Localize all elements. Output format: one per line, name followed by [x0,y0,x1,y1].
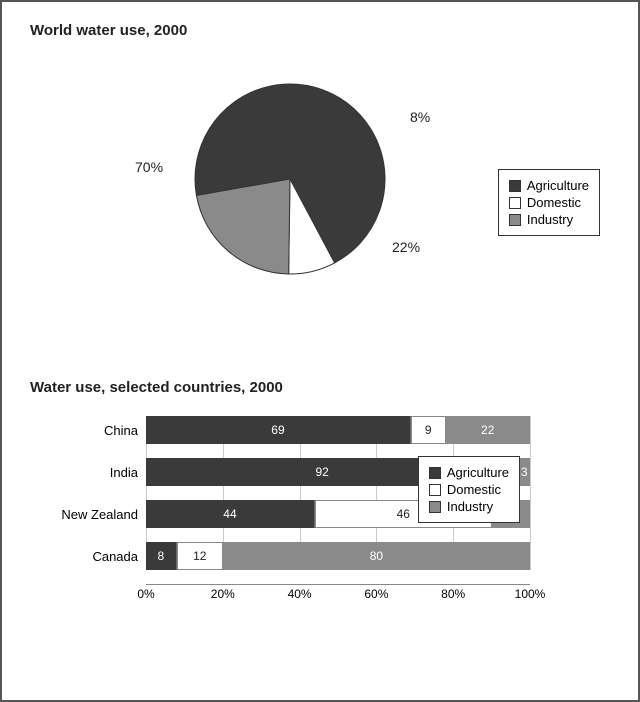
bar-segment: 9 [411,416,446,444]
legend-swatch [509,180,521,192]
bar-row-label: China [50,423,146,438]
legend-swatch [429,501,441,513]
bar-segment: 22 [446,416,530,444]
axis-tick: 0% [137,587,154,601]
legend-item: Industry [429,499,509,514]
bar-chart: Agriculture Domestic Industry China69922 In… [50,416,530,608]
chart-container: World water use, 2000 70% 8% 22% Agricul… [0,0,640,702]
pie-section: 70% 8% 22% Agriculture Domestic Industry [30,59,610,339]
pie-label-agriculture: 70% [135,159,163,175]
bar-legend: Agriculture Domestic Industry [418,456,520,523]
bar-segment: 69 [146,416,411,444]
axis-tick: 40% [288,587,312,601]
legend-label: Agriculture [527,178,589,193]
pie-slice [196,179,290,274]
legend-item: Industry [509,212,589,227]
legend-swatch [429,484,441,496]
legend-item: Domestic [509,195,589,210]
legend-label: Domestic [527,195,581,210]
pie-label-domestic: 8% [410,109,430,125]
bar-segment: 3 [518,458,530,486]
legend-label: Industry [447,499,493,514]
pie-label-industry: 22% [392,239,420,255]
bar-x-axis: 0%20%40%60%80%100% [146,584,530,608]
legend-label: Domestic [447,482,501,497]
bar-row: Canada81280 [50,542,530,570]
legend-label: Agriculture [447,465,509,480]
bar-row: China69922 [50,416,530,444]
axis-tick: 100% [515,587,546,601]
axis-tick: 60% [364,587,388,601]
bar-segment: 80 [223,542,530,570]
bar-title: Water use, selected countries, 2000 [30,379,610,396]
bar-row-label: New Zealand [50,507,146,522]
legend-label: Industry [527,212,573,227]
bar-segment: 44 [146,500,315,528]
legend-swatch [429,467,441,479]
legend-item: Domestic [429,482,509,497]
bar-track: 81280 [146,542,530,570]
bar-segment: 12 [177,542,223,570]
axis-tick: 80% [441,587,465,601]
legend-item: Agriculture [429,465,509,480]
legend-swatch [509,197,521,209]
axis-tick: 20% [211,587,235,601]
pie-legend: Agriculture Domestic Industry [498,169,600,236]
bar-track: 69922 [146,416,530,444]
bar-segment: 8 [146,542,177,570]
bar-section: Water use, selected countries, 2000 Agri… [30,379,610,608]
legend-item: Agriculture [509,178,589,193]
bar-row-label: India [50,465,146,480]
pie-chart [190,79,390,284]
legend-swatch [509,214,521,226]
bar-row-label: Canada [50,549,146,564]
pie-title: World water use, 2000 [30,22,610,39]
gridline [530,416,531,570]
